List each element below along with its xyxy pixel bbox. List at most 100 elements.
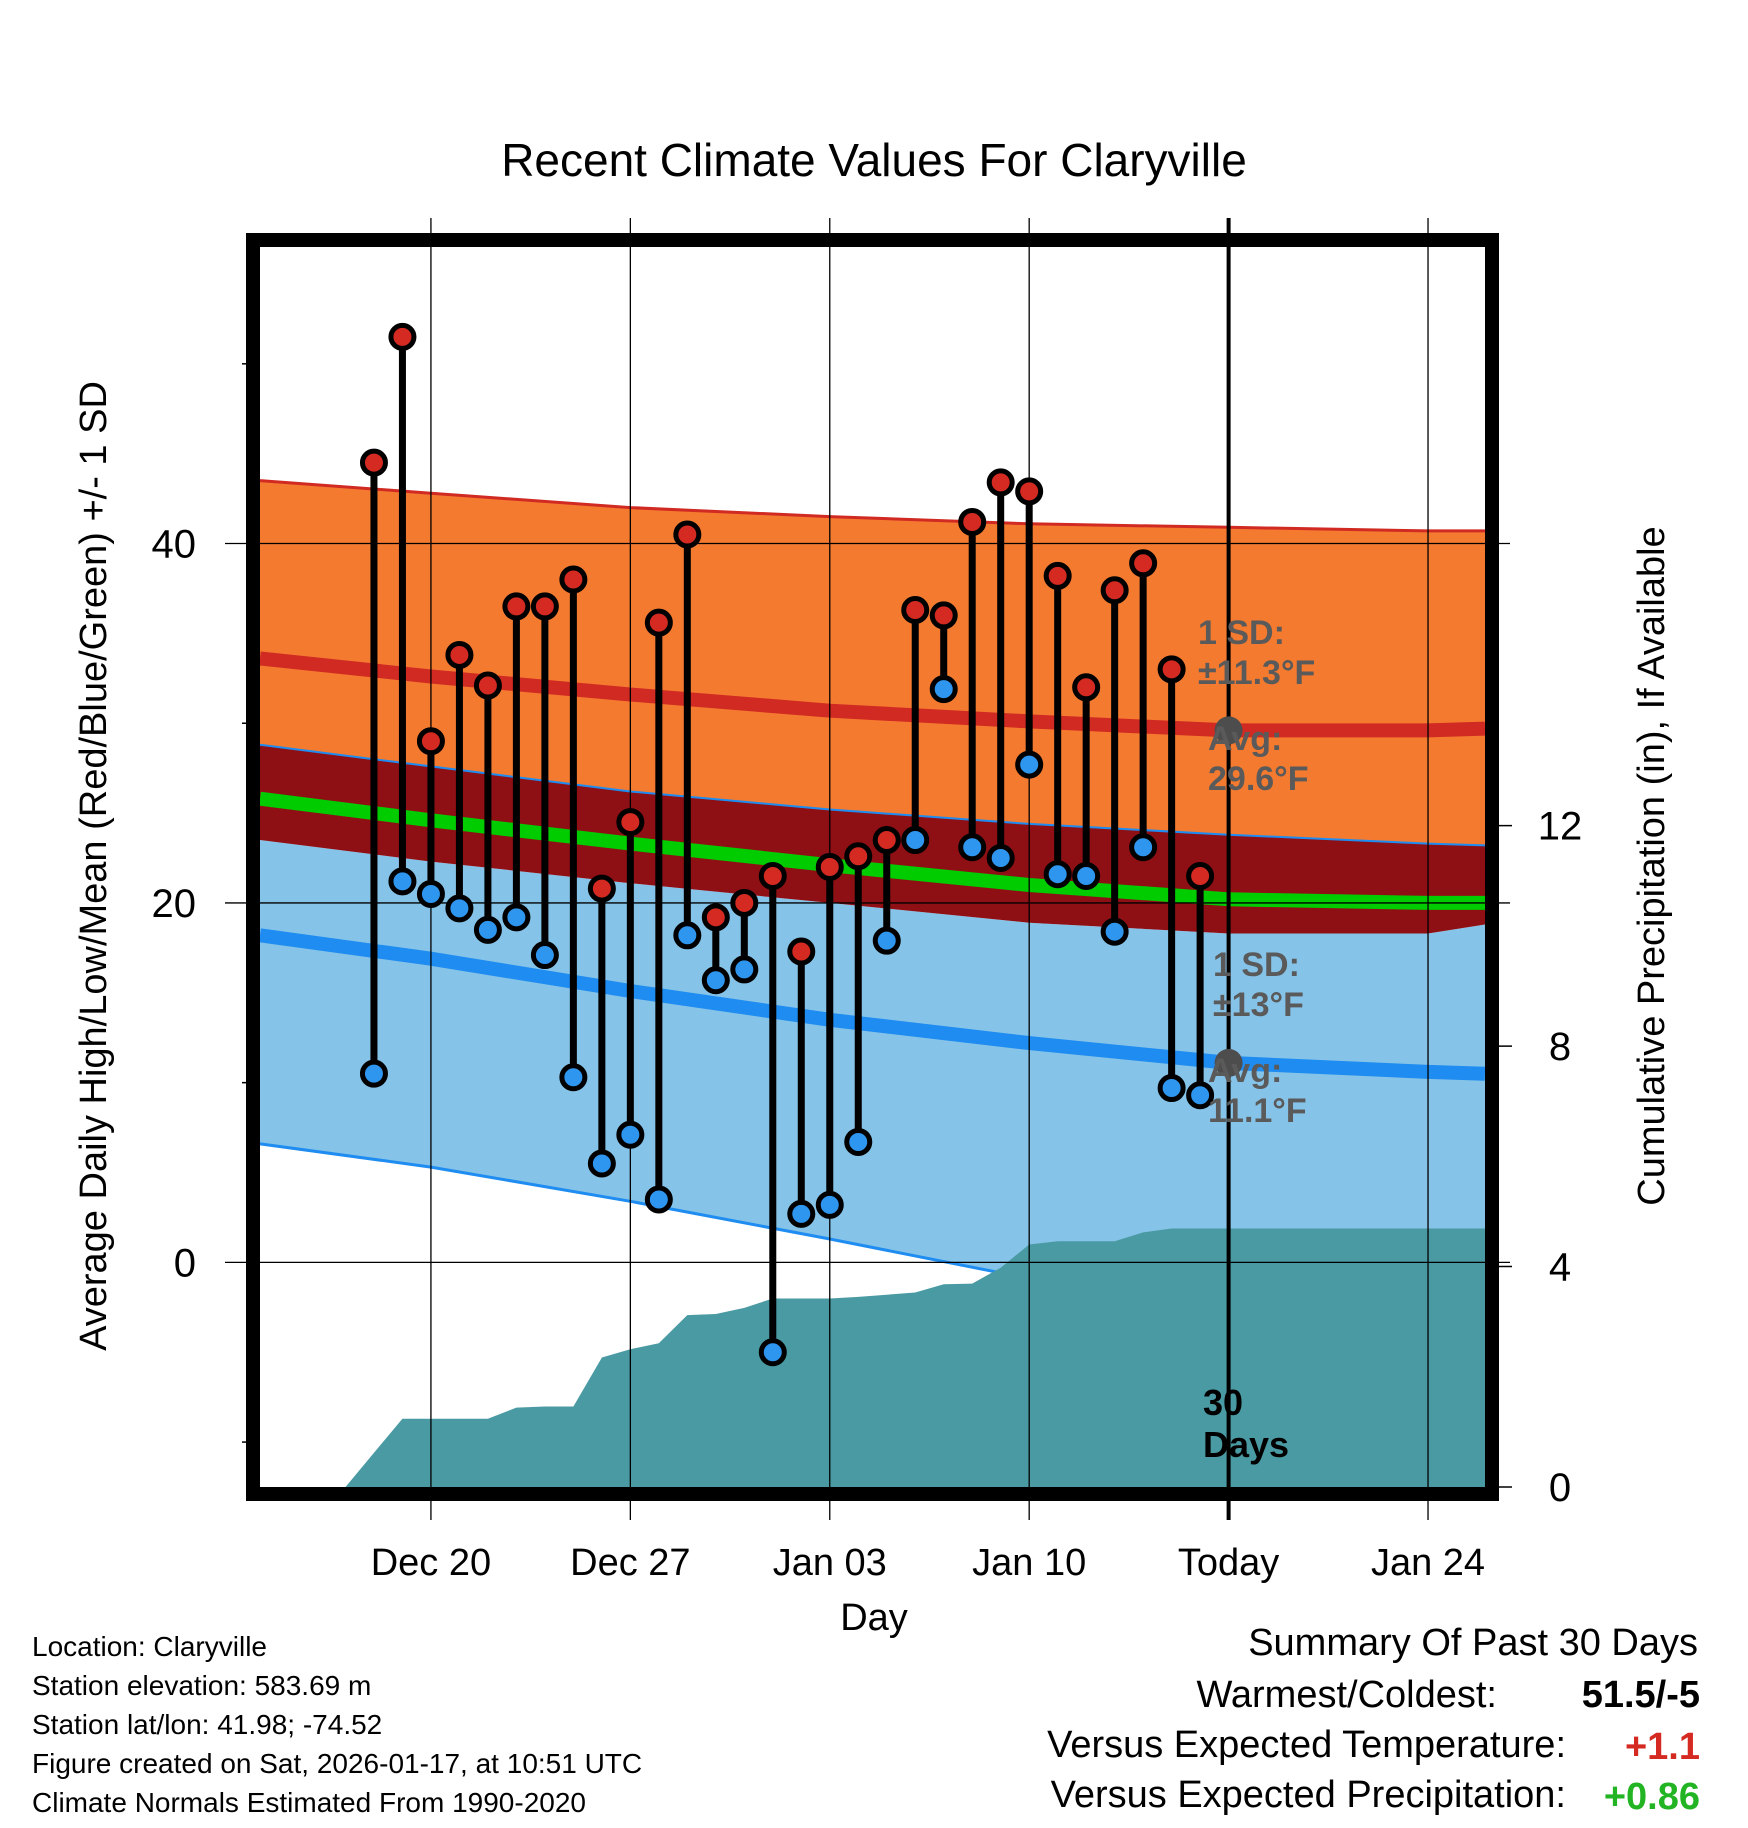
obs-high-point: [1157, 655, 1186, 684]
normal-high-line: [260, 651, 1485, 738]
x-tick-label: Today: [1178, 1542, 1279, 1584]
x-axis-label: Day: [840, 1597, 908, 1639]
obs-low-point: [644, 1185, 673, 1214]
x-tick-label: Jan 10: [972, 1542, 1086, 1584]
obs-low-point: [929, 675, 958, 704]
high-lower-line: [260, 743, 1485, 847]
obs-high-point: [958, 507, 987, 536]
high-upper-line: [260, 479, 1485, 533]
y-tick-label: 40: [152, 523, 197, 567]
obs-low-point: [673, 921, 702, 950]
y-tick-label: 20: [152, 882, 197, 926]
obs-high-point: [644, 608, 673, 637]
high-sd-note: 1 SD: ±11.3°F: [1198, 614, 1315, 692]
y2-axis-label: Cumulative Precipitation (in), If Availa…: [1631, 526, 1673, 1205]
obs-low-point: [958, 833, 987, 862]
obs-low-point: [844, 1127, 873, 1156]
info-normals: Climate Normals Estimated From 1990-2020: [32, 1787, 586, 1818]
obs-high-point: [1072, 673, 1101, 702]
obs-high-point: [701, 903, 730, 932]
obs-high-point: [1015, 477, 1044, 506]
obs-low-point: [1015, 750, 1044, 779]
normal-low-line: [260, 928, 1485, 1081]
obs-high-point: [1043, 561, 1072, 590]
obs-high-point: [872, 826, 901, 855]
obs-high-point: [986, 468, 1015, 497]
y2-tick-label: 4: [1549, 1246, 1571, 1290]
low-avg-note: Avg: 11.1°F: [1208, 1052, 1307, 1130]
summary-precip-label: Versus Expected Precipitation:: [1050, 1774, 1566, 1816]
obs-low-point: [559, 1063, 588, 1092]
summary-warm-cold-label: Warmest/Coldest:: [1196, 1674, 1497, 1716]
obs-high-point: [815, 853, 844, 881]
x-tick-label: Dec 27: [570, 1542, 690, 1584]
obs-low-point: [445, 894, 474, 923]
summary-temp-value: +1.1: [1624, 1726, 1700, 1768]
obs-low-point: [587, 1149, 616, 1178]
today-high-avg-marker: [1214, 716, 1243, 745]
summary-temp-label: Versus Expected Temperature:: [1047, 1724, 1566, 1766]
obs-low-point: [787, 1199, 816, 1228]
days-label: 30 Days: [1203, 1382, 1289, 1465]
y2-tick-label: 8: [1549, 1025, 1571, 1069]
obs-low-point: [1072, 861, 1101, 890]
summary-title: Summary Of Past 30 Days: [1248, 1622, 1698, 1664]
obs-low-point: [416, 879, 445, 908]
obs-high-point: [559, 565, 588, 594]
chart-title: Recent Climate Values For Claryville: [501, 134, 1247, 186]
y-tick-label: 0: [174, 1241, 196, 1285]
obs-low-point: [701, 966, 730, 995]
x-tick-label: Jan 24: [1371, 1542, 1485, 1584]
obs-low-point: [730, 955, 759, 984]
obs-high-point: [502, 592, 531, 621]
plot-frame: [246, 233, 1499, 1501]
obs-high-point: [1100, 576, 1129, 605]
obs-low-point: [1186, 1081, 1215, 1110]
overlap-band: [260, 744, 1485, 934]
obs-high-point: [530, 592, 559, 621]
obs-high-point: [929, 601, 958, 630]
obs-high-point: [445, 640, 474, 669]
obs-high-point: [1186, 861, 1215, 890]
info-created: Figure created on Sat, 2026-01-17, at 10…: [32, 1748, 643, 1779]
summary-warm-cold-value: 51.5/-5: [1581, 1674, 1700, 1716]
obs-high-point: [359, 448, 388, 477]
today-low-avg-marker: [1214, 1048, 1243, 1077]
obs-high-point: [616, 808, 645, 837]
obs-low-point: [872, 926, 901, 955]
obs-low-point: [388, 867, 417, 896]
obs-high-point: [901, 596, 930, 625]
info-latlon: Station lat/lon: 41.98; -74.52: [32, 1709, 383, 1740]
x-tick-label: Jan 03: [773, 1542, 887, 1584]
obs-high-point: [730, 888, 759, 917]
obs-low-point: [986, 844, 1015, 873]
obs-low-point: [1043, 860, 1072, 889]
low-sd-band: [260, 840, 1485, 1290]
obs-low-point: [1100, 917, 1129, 946]
obs-high-point: [758, 861, 787, 890]
obs-low-point: [815, 1190, 844, 1219]
obs-high-point: [587, 874, 616, 903]
obs-high-point: [388, 322, 417, 351]
obs-low-point: [901, 826, 930, 855]
high-avg-note: Avg: 29.6°F: [1208, 720, 1309, 798]
precip-area: [260, 1228, 1485, 1487]
obs-low-point: [616, 1120, 645, 1149]
x-tick-label: Dec 20: [371, 1542, 491, 1584]
obs-low-point: [502, 903, 531, 932]
obs-high-point: [787, 937, 816, 966]
y-axis-label: Average Daily High/Low/Mean (Red/Blue/Gr…: [73, 381, 115, 1351]
obs-high-point: [844, 842, 873, 871]
obs-high-point: [673, 520, 702, 549]
obs-high-point: [416, 727, 445, 756]
obs-high-point: [1129, 549, 1158, 578]
y2-tick-label: 0: [1549, 1466, 1571, 1510]
low-sd-note: 1 SD: ±13°F: [1213, 946, 1304, 1024]
y2-tick-label: 12: [1538, 805, 1583, 849]
summary-precip-value: +0.86: [1603, 1776, 1700, 1818]
obs-low-point: [758, 1338, 787, 1367]
obs-high-point: [473, 671, 502, 700]
obs-low-point: [359, 1059, 388, 1088]
info-elevation: Station elevation: 583.69 m: [32, 1670, 372, 1701]
